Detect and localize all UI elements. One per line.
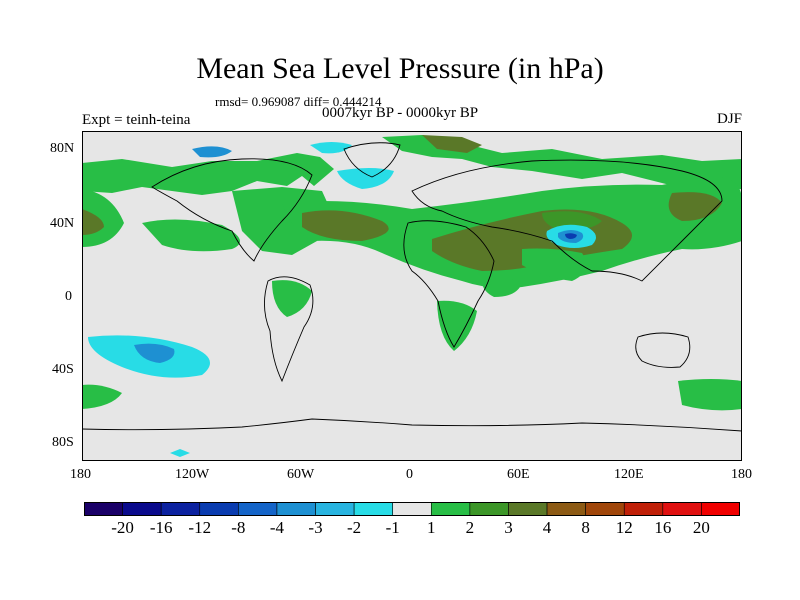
colorbar-cell	[392, 502, 432, 516]
colorbar-label: -8	[231, 518, 246, 537]
lon-label-180e: 180	[731, 467, 752, 482]
lat-label-40s: 40S	[52, 362, 74, 377]
contour-green-south-africa	[437, 300, 477, 351]
contour-green-pacific-east	[142, 219, 240, 252]
coast-south-america	[264, 276, 314, 383]
contour-cyan-antarctic	[170, 449, 190, 457]
colorbar-cell	[199, 502, 239, 516]
colorbar-cell	[701, 502, 740, 516]
colorbar-label: 3	[504, 518, 513, 537]
colorbar-cell	[546, 502, 586, 516]
colorbar	[84, 502, 740, 516]
coast-north-america	[151, 158, 313, 262]
colorbar-cell	[662, 502, 702, 516]
colorbar-cell	[508, 502, 548, 516]
contour-darkgreen-tibet	[542, 211, 602, 231]
colorbar-frame	[84, 502, 740, 516]
colorbar-cell	[276, 502, 316, 516]
map-frame	[82, 131, 742, 461]
colorbar-label: -4	[269, 518, 285, 537]
colorbar-cell	[238, 502, 278, 516]
contour-olive-arctic	[422, 135, 482, 153]
colorbar-cell	[84, 502, 123, 516]
map-title: Mean Sea Level Pressure (in hPa)	[196, 52, 604, 85]
colorbar-cell	[353, 502, 394, 516]
colorbar-cell	[160, 502, 201, 516]
colorbar-label: -3	[308, 518, 323, 537]
contour-olive-atlantic	[302, 210, 389, 241]
colorbar-label: 12	[615, 518, 633, 537]
colorbar-cell	[122, 502, 162, 516]
contour-green-southern-east	[678, 379, 742, 411]
colorbar-label: -1	[385, 518, 400, 537]
lon-label-120e: 120E	[614, 467, 644, 482]
colorbar-label: 4	[542, 518, 552, 537]
contour-green-southern-west	[82, 384, 122, 409]
colorbar-label: 8	[581, 518, 590, 537]
season-label: DJF	[716, 111, 742, 127]
lat-label-40n: 40N	[50, 216, 75, 231]
pressure-map	[82, 131, 742, 461]
colorbar-label: 20	[692, 518, 710, 537]
lon-label-180w: 180	[70, 467, 91, 482]
colorbar-cell	[315, 502, 355, 516]
contour-fills	[82, 135, 742, 457]
colorbar-label: 2	[465, 518, 475, 537]
contour-green-east-africa	[482, 278, 522, 297]
colorbar-cell	[623, 502, 664, 516]
experiment-label: Expt = teinh-teina	[82, 112, 191, 128]
lon-label-0: 0	[406, 467, 413, 482]
colorbar-cell	[585, 502, 625, 516]
colorbar-label: 16	[654, 518, 672, 537]
contour-cyan-greenland	[310, 142, 352, 154]
colorbar-cells	[84, 502, 740, 516]
colorbar-cell	[469, 502, 509, 516]
colorbar-cell	[430, 502, 471, 516]
lon-label-60e: 60E	[507, 467, 530, 482]
coast-africa	[403, 220, 495, 348]
lon-label-120w: 120W	[175, 467, 210, 482]
contour-blue-south-pacific	[134, 343, 175, 363]
coast-eurasia	[411, 159, 723, 282]
coastlines	[82, 142, 742, 432]
lat-label-0: 0	[65, 289, 72, 304]
lon-label-60w: 60W	[287, 467, 315, 482]
contour-blue-canada	[192, 146, 232, 158]
contour-deepblue-tibet	[565, 233, 577, 239]
lat-label-80n: 80N	[50, 141, 75, 156]
stats-text: rmsd= 0.969087 diff= 0.444214	[215, 94, 382, 109]
contour-green-south-america	[272, 280, 312, 317]
coast-greenland	[343, 142, 401, 178]
colorbar-label: -2	[347, 518, 362, 537]
contour-green-arctic-west	[82, 153, 334, 195]
coast-australia	[635, 332, 691, 368]
period-label: 0007kyr BP - 0000kyr BP	[322, 105, 479, 121]
contour-olive-pacific-west	[82, 209, 104, 235]
colorbar-label: -20	[111, 518, 134, 537]
colorbar-label: 1	[427, 518, 436, 537]
colorbar-label: -12	[188, 518, 212, 537]
lat-label-80s: 80S	[52, 435, 74, 450]
colorbar-label: -16	[149, 518, 173, 537]
coast-antarctica	[82, 418, 742, 432]
